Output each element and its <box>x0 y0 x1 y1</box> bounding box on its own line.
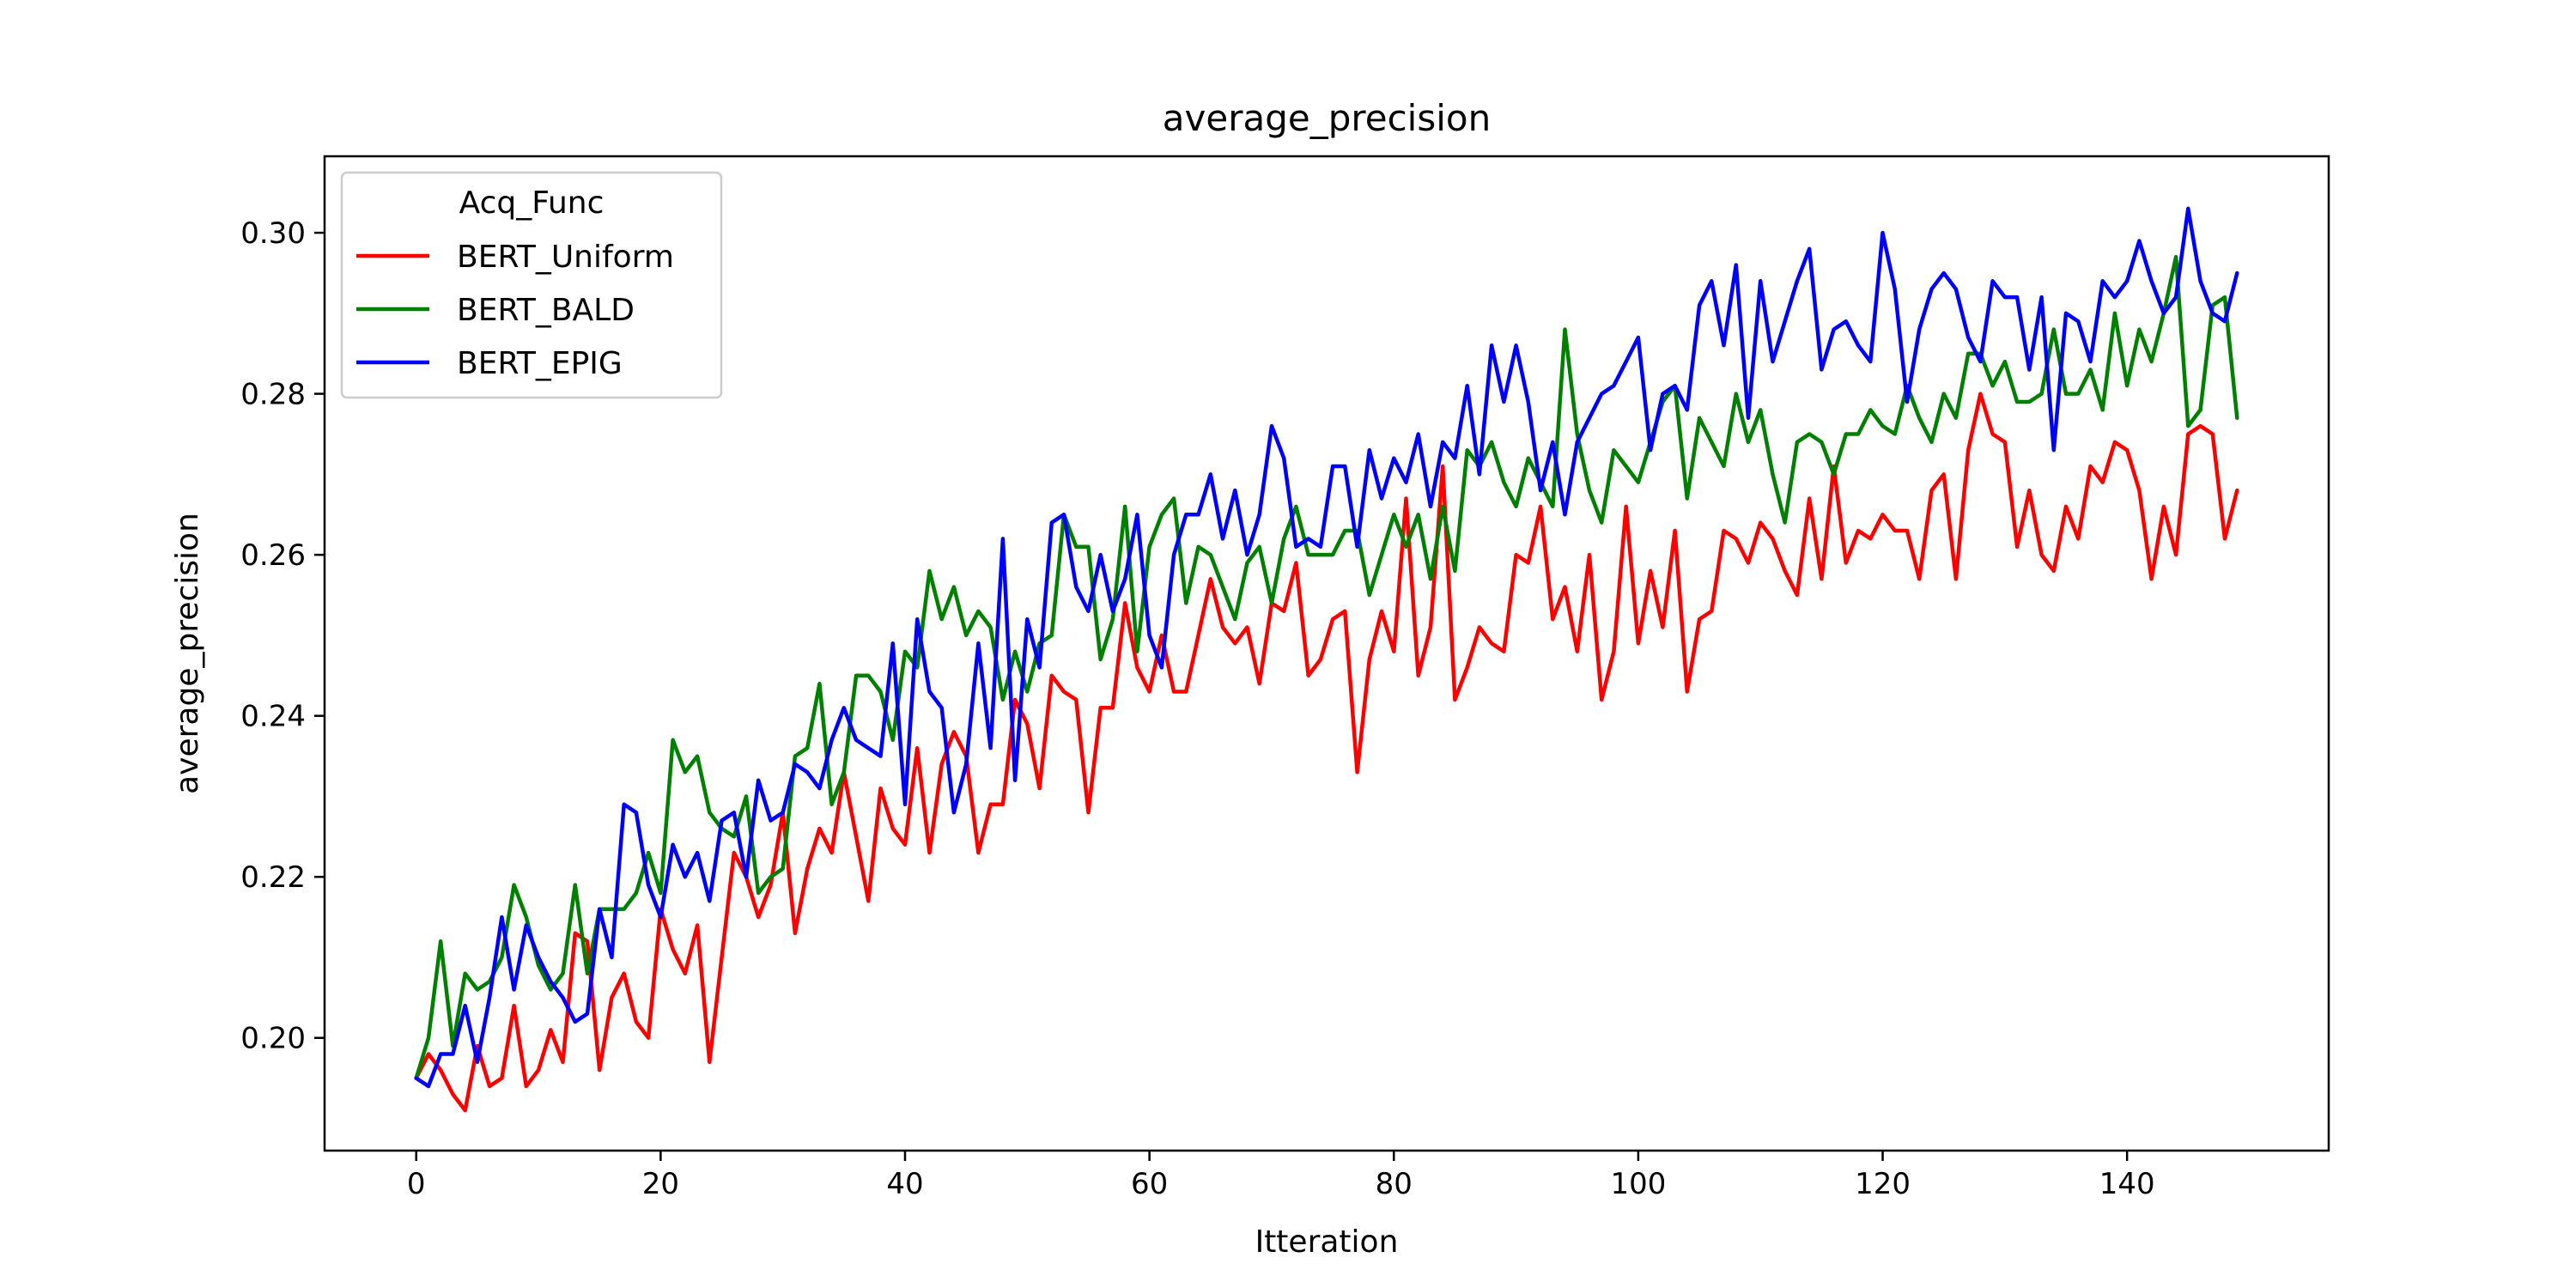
legend: Acq_Func BERT_Uniform BERT_BALD BERT_EPIG <box>340 171 723 399</box>
x-tick-label: 140 <box>2099 1167 2155 1201</box>
y-tick-label: 0.24 <box>240 700 306 734</box>
chart-title: average_precision <box>1163 97 1491 139</box>
y-tick-label: 0.28 <box>240 378 306 412</box>
series-line-bert-uniform <box>414 392 2239 1113</box>
legend-items: BERT_Uniform BERT_BALD BERT_EPIG <box>356 240 674 381</box>
y-tick-label: 0.22 <box>240 860 306 895</box>
y-tick-label: 0.30 <box>240 216 306 251</box>
axes-frame <box>323 155 2330 1152</box>
y-tick-label: 0.26 <box>240 538 306 573</box>
x-tick-label: 40 <box>886 1167 923 1201</box>
legend-label: BERT_EPIG <box>457 346 623 381</box>
x-axis: 0 20 40 60 80 100 120 140 <box>407 1151 2155 1201</box>
legend-title: Acq_Func <box>459 185 605 221</box>
x-tick-label: 20 <box>642 1167 679 1201</box>
x-axis-label: Itteration <box>1255 1224 1399 1260</box>
x-tick-label: 120 <box>1855 1167 1911 1201</box>
x-tick-label: 80 <box>1376 1167 1413 1201</box>
x-tick-label: 0 <box>407 1167 426 1201</box>
y-axis-label: average_precision <box>170 513 205 794</box>
plot-area <box>414 206 2239 1113</box>
legend-label: BERT_BALD <box>457 293 635 328</box>
y-tick-label: 0.20 <box>240 1022 306 1056</box>
legend-label: BERT_Uniform <box>457 240 674 275</box>
x-tick-label: 60 <box>1131 1167 1168 1201</box>
legend-box <box>340 171 723 399</box>
y-axis: 0.20 0.22 0.24 0.26 0.28 0.30 <box>240 216 325 1056</box>
series-line-bert-epig <box>414 206 2239 1089</box>
x-tick-label: 100 <box>1610 1167 1666 1201</box>
